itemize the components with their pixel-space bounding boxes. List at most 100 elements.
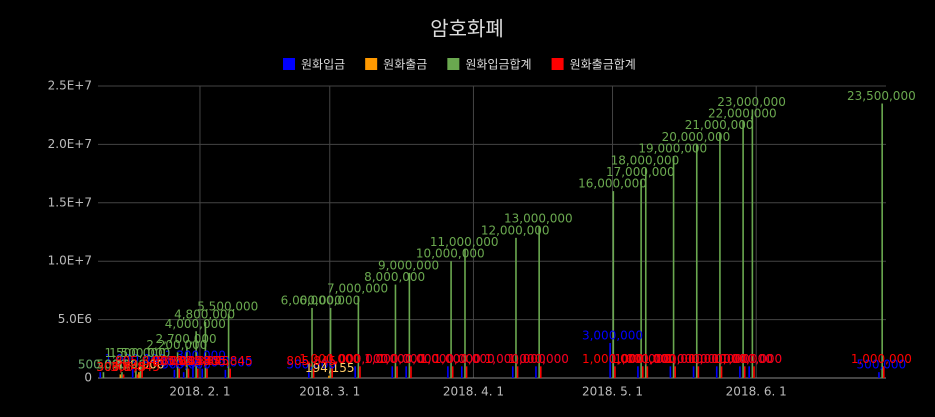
bar bbox=[201, 368, 204, 378]
bar bbox=[538, 226, 540, 378]
data-label: 22,000,000 bbox=[708, 107, 777, 121]
data-label: 1,000,000 bbox=[610, 352, 671, 366]
data-label: 7,000,000 bbox=[327, 282, 388, 296]
bar bbox=[136, 374, 139, 378]
data-label: 11,000,000 bbox=[430, 235, 499, 249]
data-label: 1,000,000 bbox=[485, 352, 546, 366]
data-label: 500,000 bbox=[286, 358, 336, 372]
bar bbox=[394, 284, 397, 378]
bar bbox=[612, 191, 615, 378]
bar bbox=[206, 368, 208, 378]
bar bbox=[308, 372, 310, 378]
data-label: 499,000 bbox=[115, 358, 165, 372]
bar bbox=[357, 296, 360, 378]
bar bbox=[135, 360, 137, 378]
bar bbox=[405, 366, 407, 378]
y-tick-label: 1.0E+7 bbox=[48, 254, 92, 268]
data-label: 805,845 bbox=[286, 354, 336, 368]
data-label: 1,300,000 bbox=[165, 348, 226, 362]
data-label: 306,845 bbox=[110, 360, 160, 374]
bar bbox=[614, 366, 616, 378]
data-label: 1,000,000 bbox=[665, 352, 726, 366]
data-label: 805,845 bbox=[152, 354, 202, 368]
bar bbox=[408, 272, 411, 378]
bar bbox=[224, 369, 227, 378]
x-tick-label: 2018. 2. 1 bbox=[169, 385, 230, 399]
data-label: 1,000,000 bbox=[105, 352, 166, 366]
data-label: 1,000,000 bbox=[299, 352, 360, 366]
bar bbox=[464, 249, 466, 378]
bar bbox=[719, 132, 721, 378]
data-label: 805,845 bbox=[203, 354, 253, 368]
x-tick-label: 2018. 5. 1 bbox=[582, 385, 643, 399]
bar bbox=[121, 372, 123, 378]
bar bbox=[672, 156, 675, 378]
bar bbox=[329, 307, 332, 378]
bar bbox=[640, 179, 642, 378]
data-label: 1,000,000 bbox=[508, 352, 569, 366]
data-label: 20,000,000 bbox=[662, 130, 731, 144]
data-label: 805,845 bbox=[115, 354, 165, 368]
bar bbox=[641, 366, 644, 378]
data-label: 17,000,000 bbox=[606, 165, 675, 179]
data-label: 805,845 bbox=[161, 354, 211, 368]
bar bbox=[176, 352, 179, 378]
bar bbox=[122, 374, 125, 378]
data-label: 1,000,000 bbox=[508, 352, 569, 366]
bar bbox=[141, 368, 143, 378]
bar bbox=[720, 366, 723, 378]
bar bbox=[196, 368, 199, 378]
bar bbox=[751, 109, 754, 379]
bar bbox=[451, 366, 454, 378]
data-label: 1,000,000 bbox=[434, 352, 495, 366]
bar bbox=[609, 342, 611, 378]
x-tick-label: 2018. 3. 1 bbox=[299, 385, 360, 399]
x-tick-label: 2018. 6. 1 bbox=[726, 385, 787, 399]
bar bbox=[99, 372, 102, 378]
legend-label: 원화출금합계 bbox=[570, 58, 636, 72]
data-label: 1,000,000 bbox=[851, 352, 912, 366]
data-label: 1,000,000 bbox=[721, 352, 782, 366]
bar bbox=[119, 374, 122, 378]
bar bbox=[715, 366, 718, 378]
data-label: 9,000,000 bbox=[378, 258, 439, 272]
bar bbox=[138, 372, 140, 378]
bar bbox=[644, 167, 647, 378]
bar bbox=[465, 366, 468, 378]
x-tick-label: 2018. 4. 1 bbox=[443, 385, 504, 399]
bar bbox=[328, 375, 330, 378]
data-label: 1,000,000 bbox=[434, 352, 495, 366]
y-tick-label: 5.0E6 bbox=[58, 312, 92, 326]
data-label: 700,000 bbox=[203, 355, 253, 369]
bar bbox=[450, 261, 452, 378]
data-label: 18,000,000 bbox=[611, 153, 680, 167]
data-label: 19,000,000 bbox=[638, 142, 707, 156]
y-tick-label: 0 bbox=[84, 371, 92, 385]
bar bbox=[695, 144, 698, 378]
y-tick-label: 2.0E+7 bbox=[48, 137, 92, 151]
bar bbox=[515, 237, 517, 378]
bar bbox=[186, 346, 188, 378]
bar bbox=[646, 366, 649, 378]
data-label: 3,000,000 bbox=[582, 328, 643, 342]
data-label: 500,000 bbox=[857, 358, 907, 372]
data-label: 1,000,000 bbox=[364, 352, 425, 366]
bar bbox=[178, 368, 180, 378]
data-label: 306,845 bbox=[96, 360, 146, 374]
data-label: 1,000,000 bbox=[642, 352, 703, 366]
data-label: 500,000 bbox=[161, 358, 211, 372]
bar bbox=[739, 366, 741, 378]
bar bbox=[187, 368, 190, 378]
data-label: 2,200,000 bbox=[146, 338, 207, 352]
data-label: 700,000 bbox=[152, 355, 202, 369]
legend-swatch bbox=[551, 58, 564, 70]
bar bbox=[192, 362, 194, 378]
bar bbox=[396, 366, 398, 378]
bar bbox=[359, 366, 361, 378]
chart-title: 암호화폐 bbox=[430, 17, 504, 41]
data-label: 1,500,000 bbox=[105, 346, 166, 360]
data-label: 805,845 bbox=[171, 354, 221, 368]
bar bbox=[139, 360, 142, 378]
bar bbox=[173, 369, 176, 378]
